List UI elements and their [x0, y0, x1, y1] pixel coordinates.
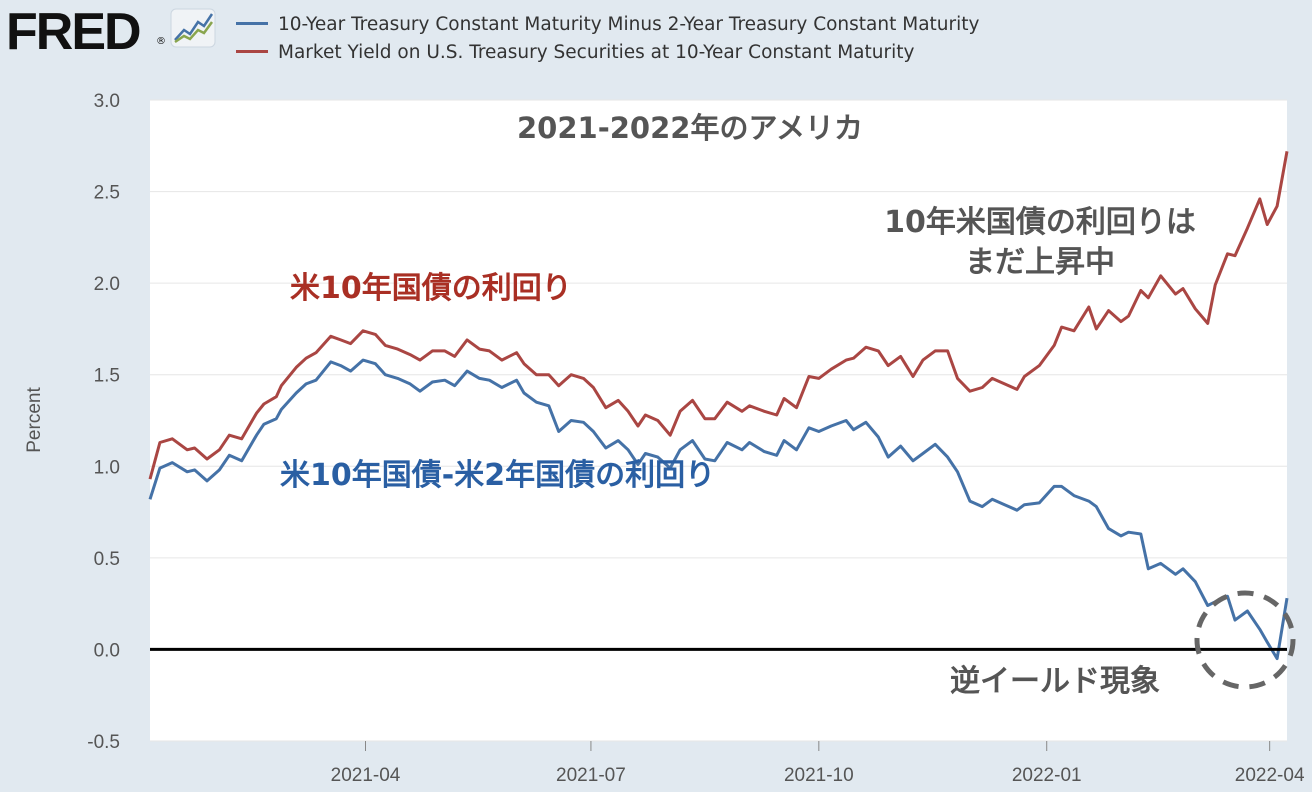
- y-tick-label: 1.5: [94, 366, 120, 387]
- y-tick-label: 0.0: [94, 640, 120, 661]
- legend-label-spread: 10-Year Treasury Constant Maturity Minus…: [278, 14, 980, 35]
- y-axis-label: Percent: [24, 387, 45, 453]
- x-tick-label: 2022-04: [1235, 765, 1305, 786]
- x-tick-label: 2021-10: [784, 765, 854, 786]
- x-tick-label: 2021-04: [331, 765, 401, 786]
- annotation-inversion: 逆イールド現象: [950, 664, 1160, 699]
- annotation-spread-label: 米10年国債-米2年国債の利回り: [280, 458, 715, 493]
- y-tick-label: 1.0: [94, 457, 120, 478]
- mini-chart-icon: [170, 8, 216, 48]
- annotation-still-rising-line2: まだ上昇中: [965, 245, 1115, 280]
- plot-area: [150, 100, 1287, 741]
- legend-label-10yr: Market Yield on U.S. Treasury Securities…: [278, 42, 915, 63]
- y-tick-label: 0.5: [94, 549, 120, 570]
- legend-item-spread[interactable]: 10-Year Treasury Constant Maturity Minus…: [236, 14, 979, 35]
- y-tick-label: 2.0: [94, 274, 120, 295]
- legend-swatch-10yr: [236, 49, 268, 53]
- x-tick-label: 2021-07: [556, 765, 626, 786]
- series-line-spread: [148, 358, 1289, 661]
- y-tick-label: 2.5: [94, 183, 120, 204]
- annotation-title: 2021-2022年のアメリカ: [517, 111, 863, 145]
- annotation-still-rising-line1: 10年米国債の利回りは: [884, 205, 1196, 240]
- series-line-10yr: [148, 151, 1289, 480]
- x-tick-label: 2022-01: [1012, 765, 1082, 786]
- y-tick-label: 3.0: [94, 91, 120, 112]
- registered-mark: ®: [156, 36, 166, 47]
- fred-logo[interactable]: FRED: [6, 3, 142, 61]
- header: FRED ® 10-Year Treasury Constant Maturit…: [0, 0, 1312, 80]
- y-tick-label: -0.5: [87, 732, 120, 753]
- inversion-highlight-circle: [1194, 590, 1296, 690]
- legend-swatch-spread: [236, 21, 268, 25]
- legend-item-10yr[interactable]: Market Yield on U.S. Treasury Securities…: [236, 42, 914, 63]
- annotation-10yr-label: 米10年国債の利回り: [290, 271, 572, 306]
